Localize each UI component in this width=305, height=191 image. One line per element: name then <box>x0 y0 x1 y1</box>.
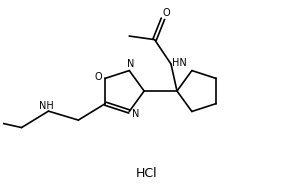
Text: NH: NH <box>39 101 53 111</box>
Text: N: N <box>132 109 139 119</box>
Text: HCl: HCl <box>136 167 157 180</box>
Text: HN: HN <box>172 58 187 68</box>
Text: O: O <box>162 8 170 18</box>
Text: N: N <box>127 59 135 69</box>
Text: O: O <box>95 72 102 82</box>
